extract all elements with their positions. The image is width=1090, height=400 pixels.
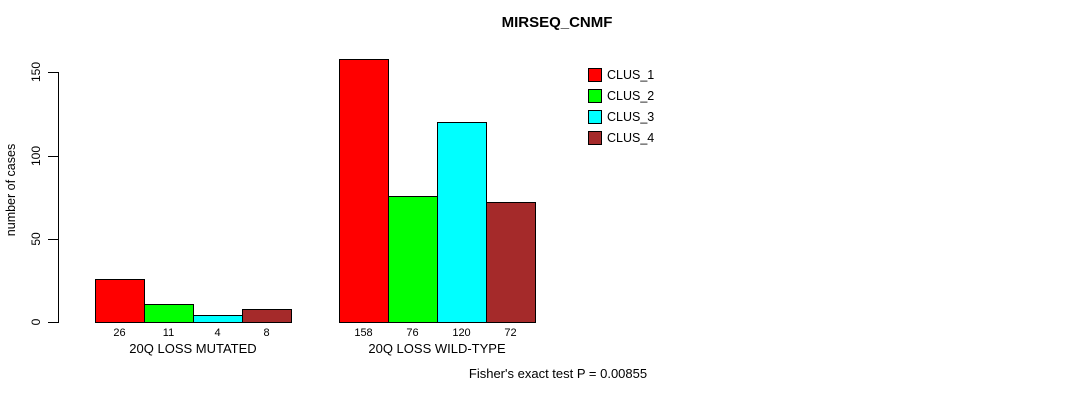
y-tick-label: 100: [29, 145, 43, 167]
y-axis-tick: [48, 72, 58, 73]
legend-swatch-icon: [588, 88, 602, 103]
y-axis-tick: [48, 239, 58, 240]
bar-value-label: 26: [113, 327, 126, 339]
y-axis-tick: [48, 156, 58, 157]
bar-value-label: 158: [354, 327, 373, 339]
bar-value-label: 120: [452, 327, 471, 339]
legend-swatch-icon: [588, 130, 602, 145]
bar-clus_1-group2: [339, 59, 389, 323]
bar-clus_2-group1: [144, 304, 194, 323]
bar-clus_4-group2: [486, 202, 536, 323]
bar-value-label: 11: [162, 327, 175, 339]
bar-clus_2-group2: [388, 196, 438, 323]
legend: CLUS_1 CLUS_2 CLUS_3 CLUS_4: [588, 64, 654, 148]
bar-value-label: 4: [214, 327, 221, 339]
legend-label: CLUS_4: [607, 130, 655, 145]
chart-title: MIRSEQ_CNMF: [501, 14, 613, 31]
y-axis-label: number of cases: [4, 143, 18, 237]
x-category-label: 20Q LOSS MUTATED: [129, 341, 257, 356]
legend-label: CLUS_2: [607, 88, 655, 103]
fisher-test-annotation: Fisher's exact test P = 0.00855: [468, 366, 648, 381]
bar-value-label: 72: [504, 327, 517, 339]
legend-swatch-icon: [588, 109, 602, 124]
bar-value-label: 76: [406, 327, 419, 339]
legend-swatch-icon: [588, 67, 602, 82]
legend-label: CLUS_3: [607, 109, 655, 124]
legend-row-clus_3: CLUS_3: [588, 106, 654, 127]
bar-value-label: 8: [263, 327, 270, 339]
x-category-label: 20Q LOSS WILD-TYPE: [368, 341, 506, 356]
bar-clus_4-group1: [242, 309, 292, 323]
legend-row-clus_2: CLUS_2: [588, 85, 654, 106]
y-tick-label: 150: [29, 61, 43, 83]
legend-row-clus_1: CLUS_1: [588, 64, 654, 85]
y-axis-tick: [48, 322, 58, 323]
y-tick-label: 0: [29, 318, 43, 326]
legend-label: CLUS_1: [607, 67, 655, 82]
legend-row-clus_4: CLUS_4: [588, 127, 654, 148]
bar-clus_1-group1: [95, 279, 145, 323]
bar-clus_3-group2: [437, 122, 487, 323]
bar-clus_3-group1: [193, 315, 243, 323]
y-axis-line: [58, 72, 59, 323]
y-tick-label: 50: [29, 232, 43, 246]
